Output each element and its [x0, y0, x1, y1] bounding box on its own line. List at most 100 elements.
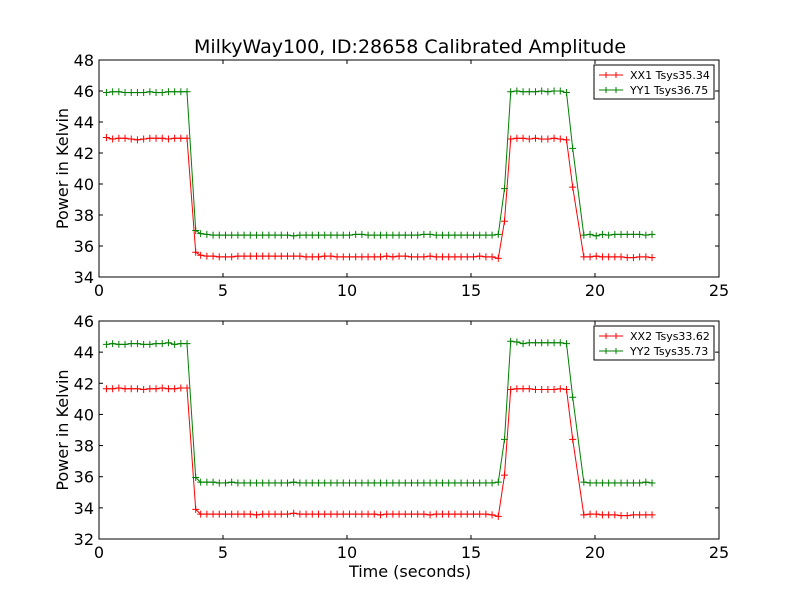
data-point [296, 510, 304, 518]
x-tick-label: 20 [585, 281, 605, 300]
data-point [383, 479, 391, 487]
data-point [246, 510, 254, 518]
y-tick-label: 40 [74, 175, 94, 194]
data-point [383, 510, 391, 518]
data-point [636, 253, 644, 261]
data-point [177, 88, 185, 96]
data-point [642, 478, 650, 486]
data-point [115, 134, 123, 142]
data-point [629, 479, 637, 487]
data-point [494, 512, 502, 520]
data-point [598, 479, 606, 487]
data-point [240, 510, 248, 518]
data-point [133, 136, 141, 144]
data-point [302, 253, 310, 261]
data-point [642, 231, 650, 239]
data-point [339, 253, 347, 261]
data-point [140, 340, 148, 348]
data-point [629, 511, 637, 519]
x-tick-label: 5 [218, 281, 228, 300]
y-tick-label: 46 [74, 312, 94, 331]
data-point [617, 230, 625, 238]
data-point [127, 89, 135, 97]
data-point [623, 479, 631, 487]
data-point [158, 134, 166, 142]
data-point [158, 89, 166, 97]
y-tick-label: 44 [74, 343, 94, 362]
data-point [482, 253, 490, 261]
data-point [308, 231, 316, 239]
data-point [296, 479, 304, 487]
data-point [513, 338, 521, 346]
data-point [234, 510, 242, 518]
data-point [476, 252, 484, 260]
data-point [494, 478, 502, 486]
data-point [283, 252, 291, 260]
data-point [507, 386, 515, 394]
data-point [538, 339, 546, 347]
x-tick-label: 0 [94, 281, 104, 300]
data-point [519, 385, 527, 393]
data-point [152, 134, 160, 142]
data-point [115, 88, 123, 96]
data-point [648, 511, 656, 519]
data-point [519, 134, 527, 142]
legend-box [593, 64, 715, 100]
data-point [611, 253, 619, 261]
data-point [494, 254, 502, 262]
data-point [333, 231, 341, 239]
data-point [556, 385, 564, 393]
data-point [457, 479, 465, 487]
data-point [407, 231, 415, 239]
data-point [562, 386, 570, 394]
data-point [463, 231, 471, 239]
data-point [259, 252, 267, 260]
data-point [494, 230, 502, 238]
data-point [414, 231, 422, 239]
data-point [569, 393, 577, 401]
data-point [586, 479, 594, 487]
data-point [265, 252, 273, 260]
y-tick-label: 42 [74, 374, 94, 393]
data-point [525, 385, 533, 393]
data-point [370, 253, 378, 261]
data-point [395, 252, 403, 260]
data-point [544, 135, 552, 143]
data-point [592, 252, 600, 260]
data-point [550, 87, 558, 95]
data-point [432, 510, 440, 518]
data-point [482, 479, 490, 487]
data-point [127, 385, 135, 393]
data-point [240, 479, 248, 487]
data-point [500, 185, 508, 193]
data-point [389, 231, 397, 239]
x-tick-label: 25 [709, 281, 729, 300]
data-point [648, 254, 656, 262]
data-point [209, 252, 217, 260]
data-point [451, 231, 459, 239]
figure-title: MilkyWay100, ID:28658 Calibrated Amplitu… [194, 36, 626, 58]
data-point [265, 231, 273, 239]
data-point [171, 385, 179, 393]
data-point [352, 253, 360, 261]
data-point [203, 510, 211, 518]
data-point [401, 510, 409, 518]
data-point [133, 385, 141, 393]
data-point [327, 252, 335, 260]
data-point [507, 135, 515, 143]
data-point [221, 510, 229, 518]
data-point [314, 231, 322, 239]
plot-frame [98, 320, 720, 540]
data-point [339, 510, 347, 518]
y-tick-label: 48 [74, 51, 94, 70]
data-point [544, 88, 552, 96]
data-point [197, 230, 205, 238]
data-point [420, 230, 428, 238]
data-point [102, 385, 110, 393]
data-point [333, 479, 341, 487]
data-point [370, 510, 378, 518]
data-point [420, 253, 428, 261]
data-point [476, 231, 484, 239]
legend: XX2 Tsys33.62 YY2 Tsys35.73 [593, 325, 715, 361]
